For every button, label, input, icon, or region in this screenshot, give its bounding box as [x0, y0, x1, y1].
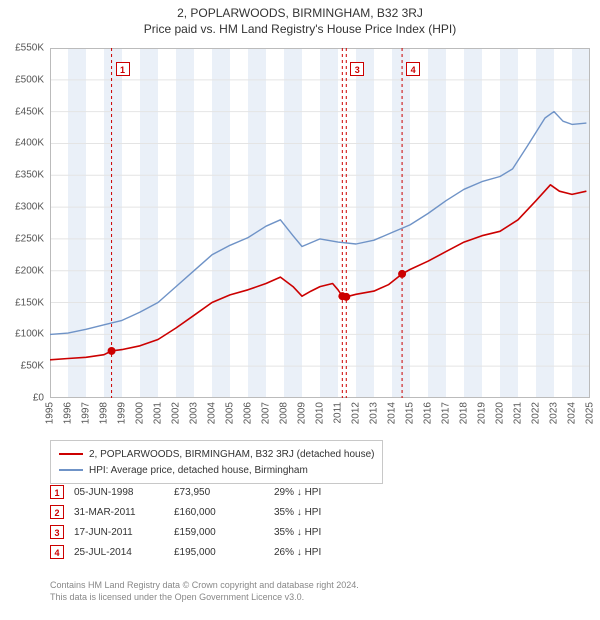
legend-swatch — [59, 469, 83, 471]
x-tick-label: 2013 — [369, 402, 380, 424]
table-row: 3 17-JUN-2011£159,00035% ↓ HPI — [50, 522, 331, 542]
x-tick-label: 2010 — [315, 402, 326, 424]
page-subtitle: Price paid vs. HM Land Registry's House … — [0, 22, 600, 36]
row-diff: 35% ↓ HPI — [274, 522, 331, 542]
row-marker: 4 — [50, 545, 64, 559]
x-tick-label: 2022 — [531, 402, 542, 424]
transactions-table: 1 05-JUN-1998£73,95029% ↓ HPI 2 31-MAR-2011… — [50, 482, 331, 562]
y-tick-label: £0 — [0, 393, 44, 404]
x-tick-label: 2007 — [261, 402, 272, 424]
y-tick-label: £450K — [0, 106, 44, 117]
table-row: 4 25-JUL-2014£195,00026% ↓ HPI — [50, 542, 331, 562]
x-tick-label: 2003 — [189, 402, 200, 424]
y-tick-label: £50K — [0, 361, 44, 372]
legend-item: HPI: Average price, detached house, Birm… — [59, 462, 374, 478]
row-price: £160,000 — [174, 502, 274, 522]
x-tick-label: 2002 — [171, 402, 182, 424]
x-tick-label: 1996 — [63, 402, 74, 424]
row-marker: 1 — [50, 485, 64, 499]
y-tick-label: £350K — [0, 170, 44, 181]
x-tick-label: 2023 — [549, 402, 560, 424]
row-marker: 3 — [50, 525, 64, 539]
x-tick-label: 2015 — [405, 402, 416, 424]
row-marker: 2 — [50, 505, 64, 519]
row-date: 05-JUN-1998 — [74, 482, 174, 502]
credits-line-1: Contains HM Land Registry data © Crown c… — [50, 580, 359, 592]
x-tick-label: 2014 — [387, 402, 398, 424]
row-diff: 29% ↓ HPI — [274, 482, 331, 502]
event-marker: 1 — [116, 62, 130, 76]
x-tick-label: 2021 — [513, 402, 524, 424]
x-tick-label: 2020 — [495, 402, 506, 424]
table-row: 2 31-MAR-2011£160,00035% ↓ HPI — [50, 502, 331, 522]
y-tick-label: £150K — [0, 297, 44, 308]
x-tick-label: 1995 — [45, 402, 56, 424]
x-tick-label: 2001 — [153, 402, 164, 424]
row-price: £159,000 — [174, 522, 274, 542]
x-tick-label: 2000 — [135, 402, 146, 424]
price-chart: £0£50K£100K£150K£200K£250K£300K£350K£400… — [50, 48, 590, 398]
legend-label: 2, POPLARWOODS, BIRMINGHAM, B32 3RJ (det… — [89, 449, 374, 460]
y-tick-label: £550K — [0, 43, 44, 54]
x-tick-label: 2009 — [297, 402, 308, 424]
y-tick-label: £300K — [0, 202, 44, 213]
credits-line-2: This data is licensed under the Open Gov… — [50, 592, 359, 604]
row-price: £195,000 — [174, 542, 274, 562]
x-tick-label: 2019 — [477, 402, 488, 424]
x-tick-label: 2018 — [459, 402, 470, 424]
row-date: 31-MAR-2011 — [74, 502, 174, 522]
x-tick-label: 1997 — [81, 402, 92, 424]
x-tick-label: 2008 — [279, 402, 290, 424]
x-tick-label: 2006 — [243, 402, 254, 424]
credits: Contains HM Land Registry data © Crown c… — [50, 580, 359, 603]
y-tick-label: £250K — [0, 233, 44, 244]
x-tick-label: 2005 — [225, 402, 236, 424]
y-tick-label: £500K — [0, 74, 44, 85]
row-date: 25-JUL-2014 — [74, 542, 174, 562]
row-date: 17-JUN-2011 — [74, 522, 174, 542]
y-tick-label: £200K — [0, 265, 44, 276]
table-row: 1 05-JUN-1998£73,95029% ↓ HPI — [50, 482, 331, 502]
x-tick-label: 2004 — [207, 402, 218, 424]
row-diff: 26% ↓ HPI — [274, 542, 331, 562]
row-diff: 35% ↓ HPI — [274, 502, 331, 522]
x-tick-label: 2025 — [585, 402, 596, 424]
x-tick-label: 1999 — [117, 402, 128, 424]
chart-legend: 2, POPLARWOODS, BIRMINGHAM, B32 3RJ (det… — [50, 440, 383, 484]
row-price: £73,950 — [174, 482, 274, 502]
x-tick-label: 2016 — [423, 402, 434, 424]
y-tick-label: £400K — [0, 138, 44, 149]
event-marker: 4 — [406, 62, 420, 76]
x-tick-label: 2017 — [441, 402, 452, 424]
x-tick-label: 1998 — [99, 402, 110, 424]
legend-swatch — [59, 453, 83, 455]
x-tick-label: 2024 — [567, 402, 578, 424]
event-marker: 3 — [350, 62, 364, 76]
page-title: 2, POPLARWOODS, BIRMINGHAM, B32 3RJ — [0, 6, 600, 20]
y-tick-label: £100K — [0, 329, 44, 340]
legend-item: 2, POPLARWOODS, BIRMINGHAM, B32 3RJ (det… — [59, 446, 374, 462]
legend-label: HPI: Average price, detached house, Birm… — [89, 465, 308, 476]
chart-svg — [50, 48, 590, 398]
x-tick-label: 2011 — [333, 402, 344, 424]
x-tick-label: 2012 — [351, 402, 362, 424]
